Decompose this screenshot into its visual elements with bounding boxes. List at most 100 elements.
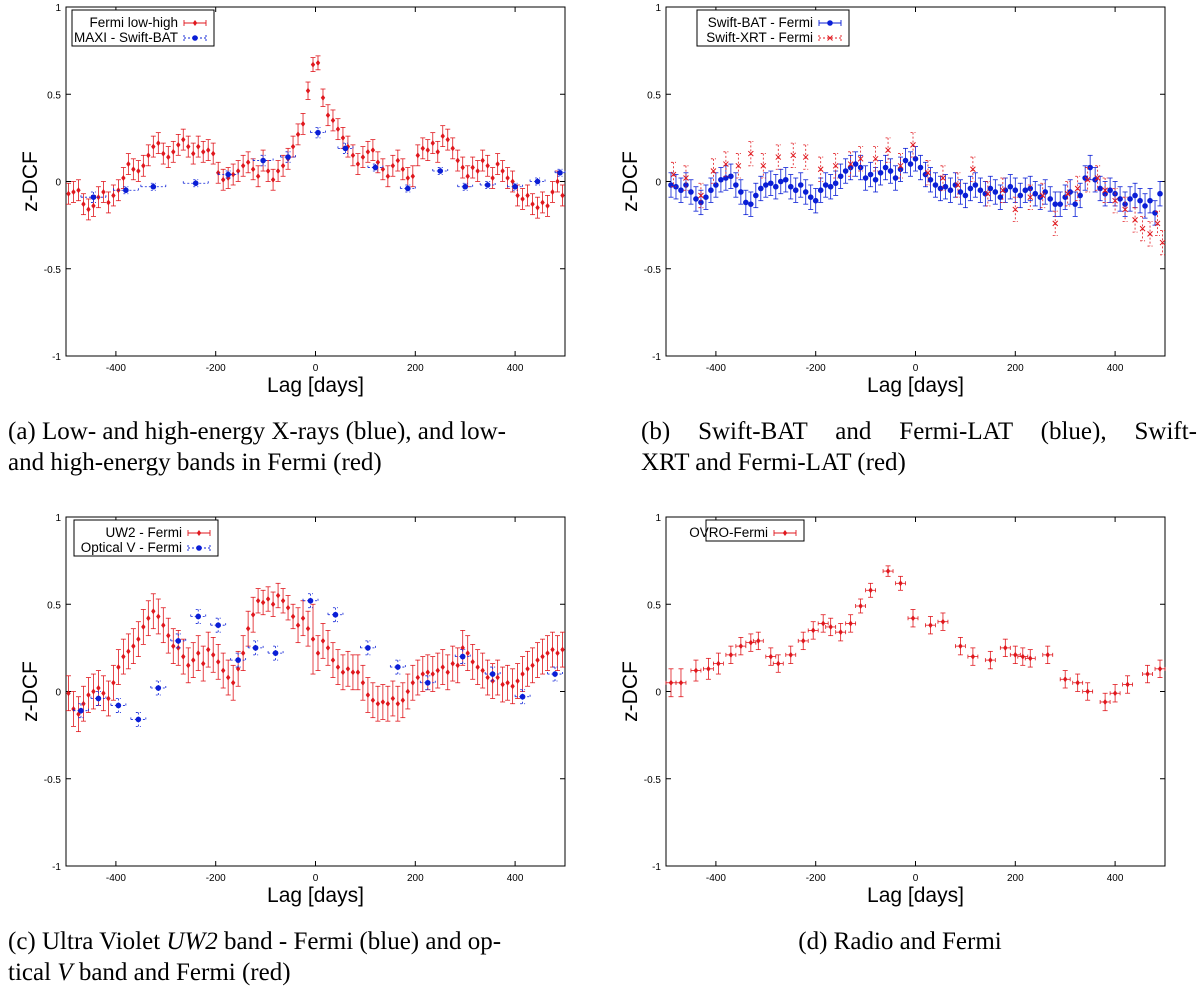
data-point <box>1012 206 1019 213</box>
data-point <box>940 175 946 181</box>
data-point <box>703 194 709 201</box>
data-point <box>126 161 131 168</box>
data-point <box>390 162 396 169</box>
data-point <box>768 653 773 660</box>
data-point <box>385 700 391 707</box>
x-tick-label: -200 <box>206 363 226 374</box>
data-point <box>1052 220 1059 227</box>
data-point <box>847 161 854 167</box>
caption-b-line1: (b) Swift-BAT and Fermi-LAT (blue), Swif… <box>641 418 1197 445</box>
data-point <box>708 187 714 194</box>
data-point <box>235 665 241 672</box>
data-point <box>743 199 749 206</box>
x-axis-label: Lag [days] <box>267 374 364 397</box>
data-point <box>1047 196 1054 202</box>
data-point <box>66 190 71 197</box>
data-point <box>106 199 111 206</box>
data-point <box>1067 189 1073 195</box>
data-point <box>820 620 826 627</box>
data-point <box>748 201 754 207</box>
data-point <box>530 662 535 669</box>
legend-label: Optical V - Fermi <box>81 540 182 555</box>
data-point <box>534 178 541 185</box>
x-tick-label: 400 <box>507 873 524 884</box>
data-point <box>325 644 331 651</box>
data-point <box>560 646 565 653</box>
data-point <box>932 182 939 188</box>
data-point <box>196 650 201 657</box>
data-point <box>206 646 211 653</box>
data-point <box>1017 192 1024 199</box>
data-point <box>171 148 176 155</box>
data-point <box>355 669 361 676</box>
caption-c-mid: band - Fermi (blue) and op- <box>217 928 502 955</box>
data-point <box>693 667 699 674</box>
data-point <box>557 169 563 176</box>
data-point <box>885 147 891 153</box>
data-point <box>485 674 490 681</box>
data-point <box>86 691 91 698</box>
data-point <box>76 187 81 194</box>
data-point <box>817 187 824 194</box>
caption-a-line1: (a) Low- and high-energy X-rays (blue), … <box>8 418 506 445</box>
data-point <box>235 168 241 175</box>
data-point <box>480 157 485 164</box>
data-point <box>670 171 677 178</box>
data-point <box>560 192 565 199</box>
data-point <box>495 161 500 168</box>
data-point <box>698 199 704 206</box>
x-tick-label: 0 <box>313 363 319 374</box>
data-point <box>250 166 256 173</box>
data-point <box>1102 698 1108 705</box>
data-point <box>66 690 71 697</box>
x-tick-label: -400 <box>706 363 726 374</box>
data-point <box>280 597 286 604</box>
data-point <box>260 157 266 164</box>
data-point <box>756 637 761 644</box>
data-point <box>175 638 182 644</box>
data-point <box>245 625 251 632</box>
y-tick-label: 0 <box>55 178 61 189</box>
data-point <box>1092 176 1098 183</box>
data-point <box>1057 201 1064 207</box>
caption-d-text: (d) Radio and Fermi <box>798 928 1002 955</box>
data-point <box>837 173 844 180</box>
data-point <box>410 173 416 180</box>
data-point <box>395 664 401 670</box>
caption-c-em2: V <box>57 959 73 986</box>
data-point <box>910 615 916 622</box>
data-point <box>455 157 460 164</box>
data-point <box>970 166 976 173</box>
data-point <box>802 154 809 160</box>
data-point <box>171 643 176 650</box>
data-point <box>445 136 450 143</box>
y-tick-label: -1 <box>652 862 661 873</box>
data-point <box>470 658 475 665</box>
panel-c: -400 -200 0 200 400 -1 -0.5 0 0.5 1 Lag [days] z-DC… <box>0 510 600 915</box>
data-point <box>1157 665 1163 672</box>
data-point <box>489 671 496 677</box>
data-point <box>111 679 116 686</box>
data-point <box>330 657 336 664</box>
series-1 <box>73 593 563 727</box>
data-point <box>917 164 924 171</box>
data-point <box>1122 206 1128 213</box>
data-point <box>848 620 853 627</box>
data-point <box>550 188 555 195</box>
y-axis-label: z-DCF <box>19 661 42 722</box>
legend-label: MAXI - Swift-BAT <box>74 30 178 45</box>
legend-marker <box>782 530 788 536</box>
data-point <box>1003 644 1008 651</box>
data-point <box>760 162 767 169</box>
data-point <box>106 695 111 702</box>
x-tick-label: 200 <box>407 873 424 884</box>
data-point <box>892 175 899 181</box>
data-point <box>1147 230 1153 237</box>
data-point <box>510 178 515 185</box>
data-point <box>688 189 694 195</box>
data-point <box>220 667 226 674</box>
x-tick-label: -200 <box>806 873 826 884</box>
data-point <box>1102 187 1108 194</box>
x-tick-label: 0 <box>913 363 919 374</box>
data-point <box>195 613 202 620</box>
